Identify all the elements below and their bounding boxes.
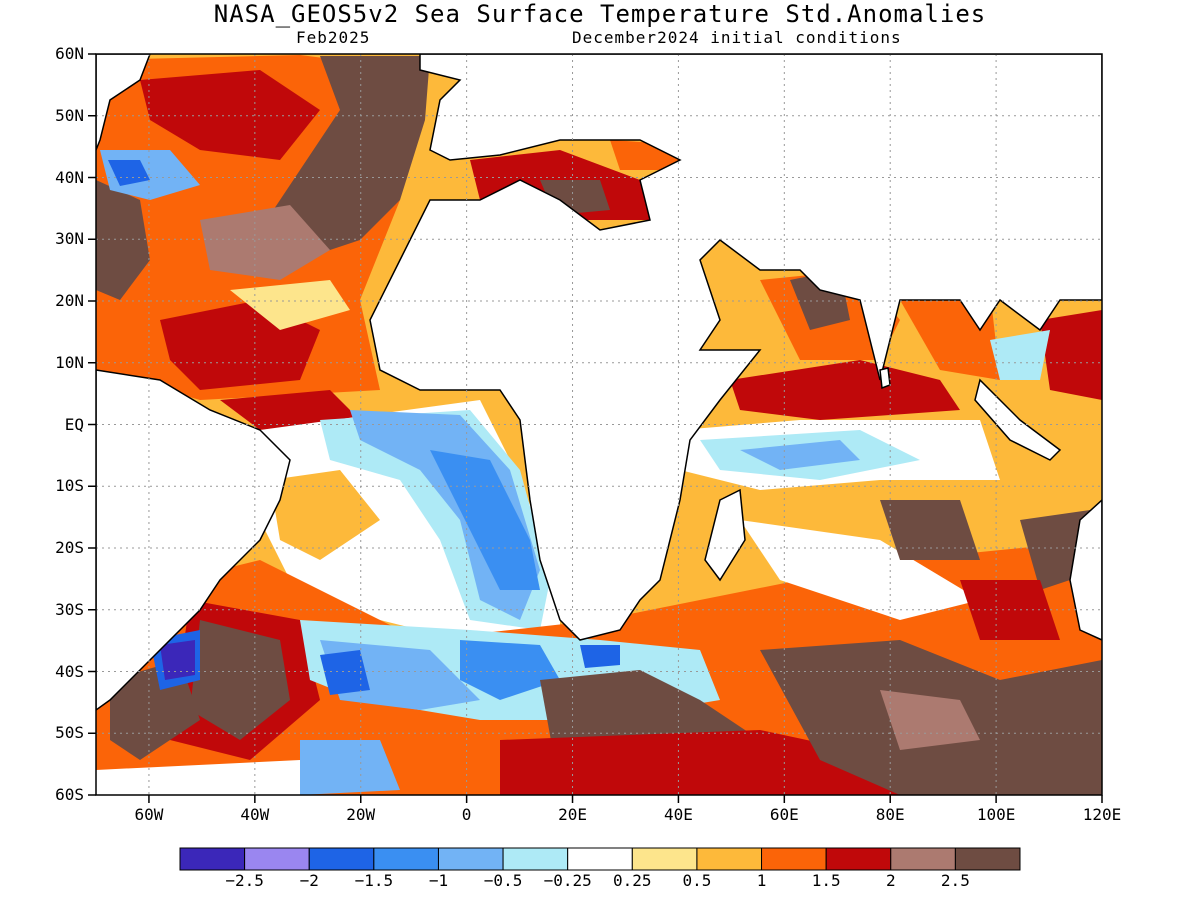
colorbar-tick-label: 0.25 bbox=[613, 871, 652, 890]
anomaly-region-cold-strong bbox=[108, 160, 150, 186]
colorbar-swatch bbox=[308, 847, 375, 871]
colorbar-swatch bbox=[244, 847, 310, 871]
land-australia bbox=[1069, 498, 1102, 641]
colorbar-tick-label: −2.5 bbox=[225, 871, 264, 890]
longitude-tick-label: 20W bbox=[346, 805, 376, 824]
anomaly-region-extreme bbox=[190, 620, 290, 740]
anomaly-region-hot bbox=[960, 580, 1060, 640]
latitude-tick-label: 50N bbox=[55, 105, 84, 125]
anomaly-region-hot bbox=[1040, 310, 1102, 400]
longitude-tick-label: 100E bbox=[976, 805, 1016, 824]
latitude-tick-label: 40S bbox=[55, 661, 84, 681]
anomaly-region-warm bbox=[270, 470, 380, 560]
colorbar-swatch bbox=[761, 847, 827, 871]
latitude-tick-label: 30N bbox=[55, 229, 84, 249]
colorbar-tick-label: 1.5 bbox=[811, 871, 841, 890]
longitude-tick-label: 20E bbox=[558, 805, 587, 824]
anomaly-region-cold-moderate bbox=[300, 740, 400, 795]
colorbar-swatch bbox=[437, 847, 504, 871]
colorbar-tick-label: 0.5 bbox=[682, 871, 712, 890]
latitude-tick-label: 10N bbox=[55, 352, 84, 372]
land-sumatra bbox=[974, 378, 1062, 461]
map-title: NASA_GEOS5v2 Sea Surface Temperature Std… bbox=[213, 0, 987, 28]
anomaly-region-very-hot bbox=[880, 690, 980, 750]
latitude-tick-label: 50S bbox=[55, 723, 84, 743]
colorbar-swatch bbox=[890, 847, 956, 871]
land-madagascar bbox=[704, 488, 746, 582]
latitude-tick-label: 40N bbox=[55, 167, 84, 187]
colorbar-swatch bbox=[825, 847, 892, 871]
anomaly-region-extreme bbox=[880, 500, 980, 560]
colorbar-tick-label: −1 bbox=[428, 871, 449, 890]
anomaly-region-cool bbox=[990, 330, 1050, 380]
latitude-tick-label: 20S bbox=[55, 538, 84, 557]
latitude-tick-label: EQ bbox=[64, 414, 84, 434]
colorbar-swatch bbox=[502, 847, 569, 871]
longitude-tick-label: 60W bbox=[134, 805, 164, 824]
anomaly-region-hot bbox=[500, 730, 900, 795]
anomaly-region-extreme bbox=[96, 180, 150, 300]
colorbar-tick-label: −0.25 bbox=[543, 871, 592, 890]
valid-month-label: Feb2025 bbox=[296, 28, 371, 47]
anomaly-region-cold bbox=[430, 450, 540, 590]
anomaly-region-very-hot bbox=[200, 205, 330, 280]
colorbar-tick-label: 2.5 bbox=[940, 871, 970, 890]
longitude-tick-label: 0 bbox=[461, 805, 472, 824]
anomaly-region-cold-moderate bbox=[740, 440, 860, 470]
anomaly-region-extreme bbox=[260, 56, 430, 260]
colorbar-swatch bbox=[954, 847, 1021, 871]
anomaly-region-cold-strong bbox=[320, 650, 370, 695]
land-africa-europe bbox=[369, 54, 1102, 641]
anomaly-region-neutral-white bbox=[740, 520, 980, 620]
anomaly-region-cold-extreme bbox=[160, 640, 195, 680]
latitude-tick-label: 20N bbox=[55, 291, 84, 310]
axis-ticks bbox=[88, 53, 1103, 803]
colorbar-tick-label: −0.5 bbox=[483, 871, 523, 890]
anomaly-region-neutral-white bbox=[96, 760, 300, 795]
anomaly-region-hot bbox=[140, 70, 320, 160]
land-south-america bbox=[96, 369, 291, 711]
longitude-tick-label: 40E bbox=[663, 805, 693, 824]
colorbar-swatch bbox=[696, 847, 763, 871]
longitude-tick-label: 60E bbox=[769, 805, 799, 824]
colorbar-swatch bbox=[179, 847, 246, 871]
colorbar-tick-label: 2 bbox=[885, 871, 896, 890]
anomaly-region-cold-strong bbox=[580, 645, 620, 668]
longitude-tick-label: 40W bbox=[240, 805, 270, 824]
latitude-tick-label: 60N bbox=[55, 44, 84, 63]
colorbar-swatch bbox=[567, 847, 633, 871]
colorbar-swatch bbox=[631, 847, 698, 871]
colorbar-tick-label: −1.5 bbox=[354, 871, 394, 890]
anomaly-region-cold bbox=[460, 640, 560, 700]
anomaly-region-hot bbox=[730, 360, 960, 420]
colorbar-tick-label: −2 bbox=[299, 871, 319, 890]
longitude-tick-label: 80E bbox=[875, 805, 905, 824]
land-north-america bbox=[96, 54, 151, 151]
latitude-tick-label: 10S bbox=[55, 476, 84, 496]
latitude-tick-label: 60S bbox=[55, 785, 84, 804]
anomaly-region-neutral bbox=[230, 280, 350, 330]
initial-conditions-label: December2024 initial conditions bbox=[572, 28, 902, 47]
latitude-tick-label: 30S bbox=[55, 599, 84, 619]
longitude-tick-label: 120E bbox=[1082, 805, 1122, 824]
colorbar-swatch bbox=[373, 847, 439, 871]
colorbar-tick-label: 1 bbox=[756, 871, 767, 890]
